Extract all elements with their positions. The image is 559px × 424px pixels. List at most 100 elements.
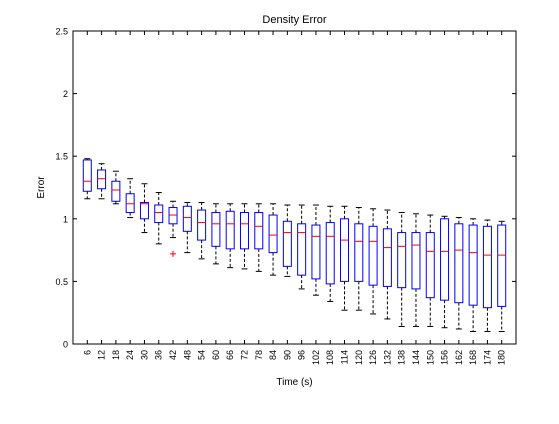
y-tick-label: 2.5 [55, 27, 68, 37]
box-168 [468, 218, 478, 332]
box-30 [139, 183, 149, 234]
y-tick-label: 0 [63, 340, 68, 350]
outlier-marker [170, 250, 177, 257]
box-102 [311, 204, 321, 296]
box-36 [154, 192, 164, 245]
x-tick-label: 60 [211, 350, 221, 360]
box-iqr [325, 222, 335, 285]
box-66 [225, 203, 235, 269]
box-72 [239, 203, 249, 270]
x-tick-label: 168 [468, 350, 478, 365]
box-90 [282, 204, 292, 277]
box-iqr [139, 202, 149, 220]
box-24 [125, 178, 135, 219]
chart-title: Density Error [262, 14, 327, 26]
y-axis: 0 0.5 1 1.5 2 2.5 [55, 27, 516, 350]
x-tick-label: 126 [368, 350, 378, 365]
box-iqr [411, 232, 421, 290]
x-tick-label: 102 [311, 350, 321, 365]
x-tick-label: 6 [82, 350, 92, 355]
box-156 [440, 215, 450, 329]
box-180 [497, 220, 507, 332]
box-114 [340, 205, 350, 311]
box-54 [197, 202, 207, 260]
box-iqr [482, 225, 492, 309]
x-tick-label: 78 [254, 350, 264, 360]
x-tick-label: 24 [125, 350, 135, 360]
x-tick-label: 30 [139, 350, 149, 360]
y-axis-label: Error [36, 176, 47, 199]
box-132 [382, 209, 392, 320]
y-tick-label: 1.5 [55, 152, 68, 162]
box-iqr [168, 207, 178, 225]
x-tick-label: 138 [397, 350, 407, 365]
box-iqr [154, 204, 164, 224]
box-iqr [368, 225, 378, 286]
box-108 [325, 205, 335, 302]
x-tick-label: 162 [454, 350, 464, 365]
box-iqr [354, 223, 364, 282]
box-iqr [311, 224, 321, 280]
box-126 [368, 208, 378, 315]
x-tick-label: 120 [354, 350, 364, 365]
box-iqr [111, 180, 121, 202]
y-tick-label: 1 [63, 214, 68, 224]
box-138 [397, 212, 407, 327]
x-tick-label: 42 [168, 350, 178, 360]
x-tick-label: 66 [225, 350, 235, 360]
box-iqr [225, 210, 235, 250]
x-tick-label: 108 [325, 350, 335, 365]
x-tick-label: 174 [482, 350, 492, 365]
box-iqr [468, 224, 478, 306]
x-axis-label: Time (s) [276, 377, 312, 388]
box-60 [211, 203, 221, 265]
box-iqr [182, 205, 192, 232]
x-tick-label: 72 [239, 350, 249, 360]
box-iqr [425, 232, 435, 299]
box-iqr [239, 212, 249, 250]
x-tick-label: 48 [182, 350, 192, 360]
plot-area [72, 30, 517, 345]
box-18 [111, 170, 121, 205]
x-tick-label: 84 [268, 350, 278, 360]
box-iqr [454, 223, 464, 304]
box-162 [454, 217, 464, 330]
x-tick-label: 54 [197, 350, 207, 360]
box-iqr [197, 209, 207, 241]
x-tick-label: 96 [297, 350, 307, 360]
x-tick-label: 180 [497, 350, 507, 365]
box-iqr [382, 228, 392, 287]
x-tick-label: 150 [425, 350, 435, 365]
box-iqr [497, 224, 507, 307]
box-84 [268, 203, 278, 276]
box-iqr [440, 218, 450, 301]
box-42 [168, 200, 178, 257]
box-iqr [97, 169, 107, 190]
box-iqr [254, 212, 264, 250]
x-tick-label: 18 [111, 350, 121, 360]
box-iqr [268, 214, 278, 254]
box-174 [482, 219, 492, 332]
box-150 [425, 214, 435, 327]
y-tick-label: 0.5 [55, 277, 68, 287]
x-tick-label: 114 [340, 350, 350, 364]
box-iqr [125, 193, 135, 214]
box-78 [254, 203, 264, 272]
x-tick-label: 36 [154, 350, 164, 360]
box-iqr [297, 223, 307, 276]
x-tick-label: 132 [382, 350, 392, 365]
box-iqr [82, 159, 92, 192]
box-iqr [211, 212, 221, 247]
box-48 [182, 202, 192, 254]
box-120 [354, 207, 364, 311]
box-144 [411, 213, 421, 327]
box-iqr [340, 218, 350, 282]
y-tick-label: 2 [63, 89, 68, 99]
x-tick-label: 90 [282, 350, 292, 360]
box-iqr [397, 232, 407, 289]
box-96 [297, 204, 307, 290]
x-tick-label: 144 [411, 350, 421, 365]
x-tick-label: 12 [97, 350, 107, 360]
x-tick-label: 156 [440, 350, 450, 365]
